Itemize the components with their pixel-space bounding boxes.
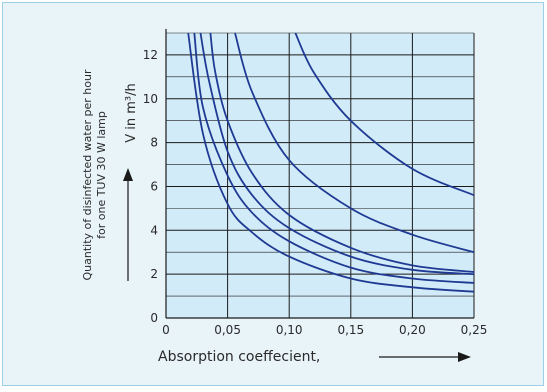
x-tick-label: 0,05 xyxy=(214,323,241,337)
y-tick-label: 2 xyxy=(150,267,158,281)
x-tick-label: 0,10 xyxy=(276,323,303,337)
y-unit-label: V in m³/h xyxy=(124,83,139,143)
series-line-3 xyxy=(199,32,475,276)
y-axis-label-line1: Quantity of disinfected water per hour xyxy=(81,69,94,280)
series-line-6 xyxy=(294,32,475,197)
y-axis-label-line2: for one TUV 30 W lamp xyxy=(95,111,108,239)
series-line-2 xyxy=(193,32,475,284)
x-tick-label: 0,25 xyxy=(461,323,488,337)
y-tick-label: 4 xyxy=(150,223,158,237)
series-line-4 xyxy=(209,32,475,273)
y-tick-label: 10 xyxy=(143,92,158,106)
plot-area xyxy=(166,33,474,318)
x-axis-label: Absorption coeffecient, xyxy=(158,349,320,365)
y-tick-label: 6 xyxy=(150,179,158,193)
x-tick-label: 0,15 xyxy=(337,323,364,337)
y-tick-label: 8 xyxy=(150,136,158,150)
y-tick-label: 12 xyxy=(143,48,158,62)
y-tick-label: 0 xyxy=(150,311,158,325)
y-arrow-head xyxy=(123,168,133,181)
series-line-1 xyxy=(187,32,475,293)
x-arrow-head xyxy=(458,352,471,362)
chart-frame: 0 0,05 0,10 0,15 0,20 0,25 0 2 4 6 8 10 12 Quantity o… xyxy=(2,2,544,386)
series-line-5 xyxy=(234,32,475,254)
chart-svg: 0 0,05 0,10 0,15 0,20 0,25 0 2 4 6 8 10 12 Quantity o… xyxy=(81,29,488,365)
x-tick-label: 0 xyxy=(162,323,170,337)
x-tick-label: 0,20 xyxy=(399,323,426,337)
